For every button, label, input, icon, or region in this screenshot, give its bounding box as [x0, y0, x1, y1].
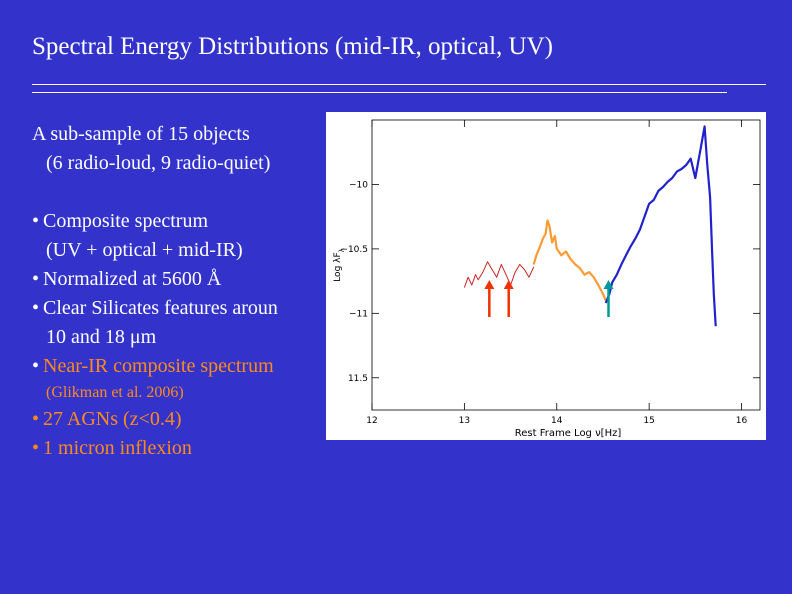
- spacer: [32, 178, 332, 207]
- series-line: [532, 219, 607, 301]
- bullet-text: Normalized at 5600 Å: [43, 268, 222, 290]
- x-tick-label: 13: [459, 416, 470, 426]
- y-tick-label: 11.5: [348, 374, 368, 384]
- x-tick-label: 16: [736, 416, 748, 426]
- bullet-text: 1 micron inflexion: [43, 437, 192, 459]
- slide-title: Spectral Energy Distributions (mid-IR, o…: [32, 33, 553, 60]
- bullet-item: • Composite spectrum: [32, 207, 332, 236]
- bullet-item: • 27 AGNs (z<0.4): [32, 405, 332, 434]
- y-axis-label-main: Log λF: [333, 252, 343, 281]
- bullet-continuation: 10 and 18 μm: [46, 326, 157, 348]
- y-axis-label: Log λFλ: [333, 248, 346, 282]
- bullet-item: • Near-IR composite spectrum: [32, 352, 332, 381]
- bullet-glyph: •: [32, 437, 40, 459]
- y-tick-label: −10.5: [340, 245, 368, 255]
- bullet-item: • Normalized at 5600 Å: [32, 265, 332, 294]
- x-tick-label: 14: [551, 416, 563, 426]
- bullet-continuation: (UV + optical + mid-IR): [46, 239, 243, 261]
- x-tick-label: 15: [643, 416, 654, 426]
- bullet-glyph: •: [32, 355, 40, 377]
- bullet-glyph: •: [32, 210, 40, 232]
- x-axis-ticks: 12 13 14 15 16: [366, 120, 748, 426]
- sed-chart: −10 −10.5 −11 11.5 12 13 14 15 16 Rest Frame Lo…: [326, 112, 766, 440]
- bullet-glyph: •: [32, 408, 40, 430]
- bullet-item: • Clear Silicates features aroun: [32, 294, 332, 323]
- arrow-layer: [484, 280, 614, 317]
- series-line: [604, 125, 717, 327]
- intro-line-1: A sub-sample of 15 objects: [32, 123, 250, 145]
- slide-body: A sub-sample of 15 objects (6 radio-loud…: [32, 120, 332, 463]
- x-tick-label: 12: [366, 416, 377, 426]
- bullet-text: Composite spectrum: [43, 210, 208, 232]
- bullet-text: 27 AGNs (z<0.4): [43, 408, 182, 430]
- bullet-item: • 1 micron inflexion: [32, 434, 332, 463]
- series-line: [463, 261, 535, 288]
- sed-chart-svg: −10 −10.5 −11 11.5 12 13 14 15 16 Rest Frame Lo…: [333, 119, 761, 439]
- bullet-glyph: •: [32, 297, 40, 319]
- bullet-glyph: •: [32, 268, 40, 290]
- bullet-text: Clear Silicates features aroun: [43, 297, 278, 319]
- title-rule-top: [32, 84, 766, 85]
- bullet-continuation: (Glikman et al. 2006): [46, 384, 184, 401]
- intro-line-2: (6 radio-loud, 9 radio-quiet): [46, 152, 271, 174]
- series-layer: [463, 125, 717, 327]
- x-axis-label: Rest Frame Log ν[Hz]: [515, 428, 622, 439]
- feature-arrow-head: [603, 280, 614, 289]
- feature-arrow-head: [503, 280, 514, 289]
- feature-arrow-head: [484, 280, 495, 289]
- title-rule-bottom: [32, 92, 727, 93]
- y-tick-label: −10: [349, 180, 368, 190]
- y-axis-label-subscript: λ: [338, 248, 346, 252]
- y-tick-label: −11: [349, 309, 368, 319]
- bullet-text: Near-IR composite spectrum: [43, 355, 274, 377]
- plot-frame: [371, 119, 761, 411]
- y-axis-ticks: −10 −10.5 −11 11.5: [340, 180, 760, 384]
